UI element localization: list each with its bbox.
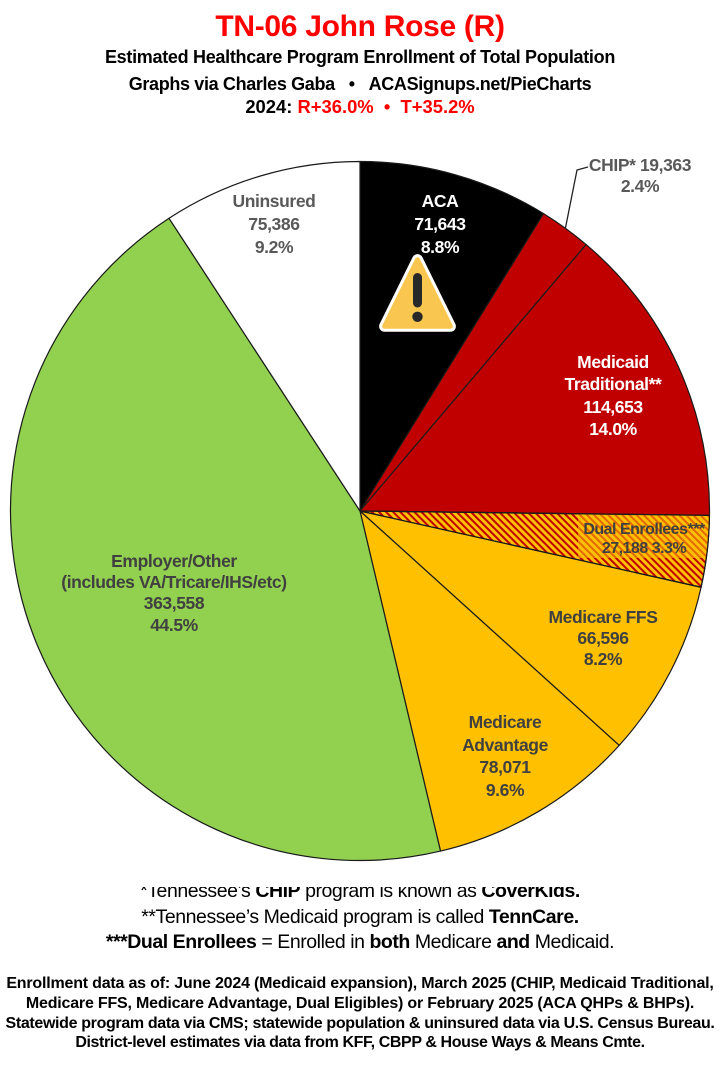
svg-text:Medicaid: Medicaid [577, 352, 649, 372]
svg-text:CHIP* 19,363: CHIP* 19,363 [589, 155, 692, 175]
svg-text:78,071: 78,071 [479, 757, 531, 777]
svg-text:2.4%: 2.4% [621, 176, 660, 196]
svg-text:Advantage: Advantage [462, 735, 549, 755]
svg-text:Traditional**: Traditional** [565, 374, 662, 394]
svg-text:Medicare: Medicare [469, 712, 542, 732]
svg-text:9.6%: 9.6% [486, 780, 525, 800]
svg-text:75,386: 75,386 [248, 214, 300, 234]
svg-text:8.2%: 8.2% [584, 649, 623, 669]
svg-text:14.0%: 14.0% [589, 419, 637, 439]
svg-text:44.5%: 44.5% [150, 615, 198, 635]
svg-text:71,643: 71,643 [414, 214, 466, 234]
svg-text:Uninsured: Uninsured [233, 191, 316, 211]
svg-text:9.2%: 9.2% [255, 237, 294, 257]
svg-text:27,188 3.3%: 27,188 3.3% [602, 540, 687, 557]
svg-text:(includes VA/Tricare/IHS/etc): (includes VA/Tricare/IHS/etc) [61, 572, 286, 592]
svg-text:Employer/Other: Employer/Other [111, 551, 237, 571]
svg-text:Dual Enrollees***: Dual Enrollees*** [583, 521, 706, 538]
svg-text:8.8%: 8.8% [421, 237, 460, 257]
svg-text:66,596: 66,596 [577, 628, 629, 648]
svg-text:363,558: 363,558 [144, 593, 205, 613]
svg-text:Medicare FFS: Medicare FFS [549, 607, 658, 627]
svg-text:114,653: 114,653 [583, 397, 643, 417]
svg-text:ACA: ACA [422, 191, 459, 211]
